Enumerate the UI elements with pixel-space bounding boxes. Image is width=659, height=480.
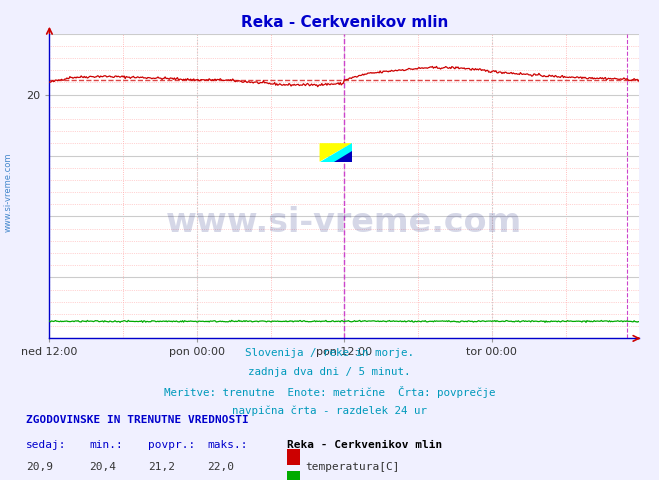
Text: sedaj:: sedaj: (26, 440, 67, 450)
Text: 21,2: 21,2 (148, 462, 175, 472)
Text: 20,9: 20,9 (26, 462, 53, 472)
Text: temperatura[C]: temperatura[C] (305, 462, 399, 472)
Text: www.si-vreme.com: www.si-vreme.com (166, 206, 523, 239)
Text: Reka - Cerkvenikov mlin: Reka - Cerkvenikov mlin (287, 440, 442, 450)
Text: Meritve: trenutne  Enote: metrične  Črta: povprečje: Meritve: trenutne Enote: metrične Črta: … (163, 386, 496, 398)
Polygon shape (320, 143, 352, 162)
Text: zadnja dva dni / 5 minut.: zadnja dva dni / 5 minut. (248, 367, 411, 377)
Text: ZGODOVINSKE IN TRENUTNE VREDNOSTI: ZGODOVINSKE IN TRENUTNE VREDNOSTI (26, 415, 249, 425)
Polygon shape (334, 152, 352, 162)
Text: 22,0: 22,0 (208, 462, 235, 472)
Text: min.:: min.: (89, 440, 123, 450)
Text: Slovenija / reke in morje.: Slovenija / reke in morje. (245, 348, 414, 358)
Polygon shape (320, 143, 352, 162)
Text: povpr.:: povpr.: (148, 440, 196, 450)
Text: navpična črta - razdelek 24 ur: navpična črta - razdelek 24 ur (232, 406, 427, 416)
Title: Reka - Cerkvenikov mlin: Reka - Cerkvenikov mlin (241, 15, 448, 30)
Text: www.si-vreme.com: www.si-vreme.com (3, 152, 13, 232)
Text: 20,4: 20,4 (89, 462, 116, 472)
Text: maks.:: maks.: (208, 440, 248, 450)
